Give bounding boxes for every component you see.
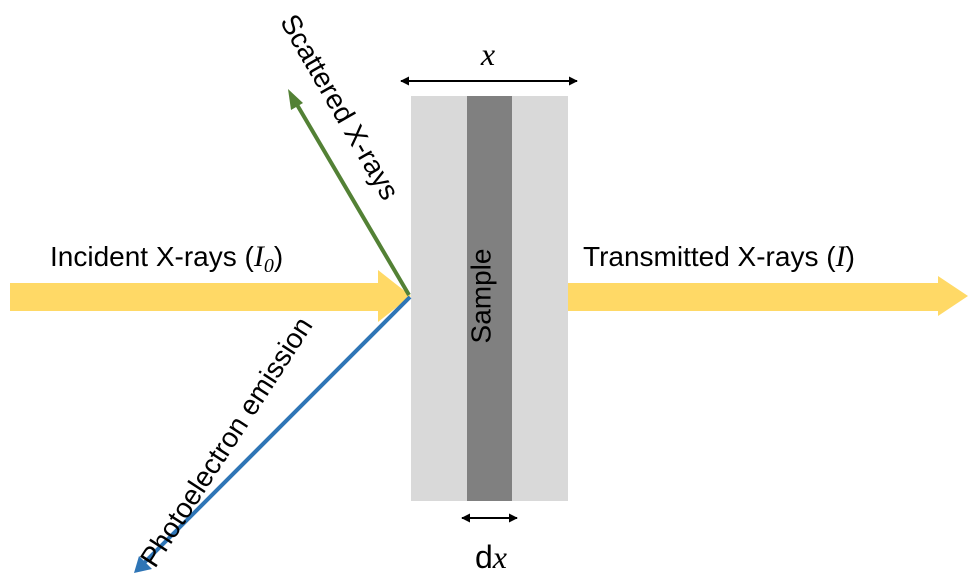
transmitted-label-symbol: I [835,240,848,273]
photoelectron-arrow [134,295,412,573]
incident-label: Incident X-rays (I0) [50,240,283,277]
incident-beam [10,270,411,322]
transmitted-label-close: ) [846,241,855,272]
transmitted-beam [568,276,968,316]
transmitted-label: Transmitted X-rays (I) [583,240,855,273]
incident-label-subscript: 0 [264,255,274,277]
sample-label: Sample [465,249,496,344]
photoelectron-label: Photoelectron emission [134,311,319,572]
incident-label-close: ) [274,241,283,272]
scattered-arrow [288,89,411,297]
transmitted-label-text: Transmitted X-rays ( [583,241,836,272]
sample-slice [467,96,512,501]
slice-label-symbol: x [492,539,507,575]
slice-label: dx [475,539,507,575]
slice-label-prefix: d [475,539,493,575]
incident-label-symbol: I [253,240,266,273]
incident-label-text: Incident X-rays ( [50,241,255,272]
thickness-label: x [480,36,495,72]
